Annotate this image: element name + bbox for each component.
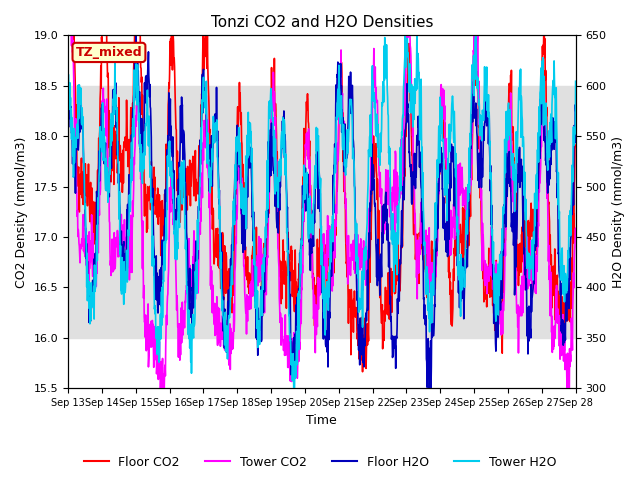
Bar xyxy=(68,86,575,338)
Legend: Floor CO2, Tower CO2, Floor H2O, Tower H2O: Floor CO2, Tower CO2, Floor H2O, Tower H… xyxy=(79,451,561,474)
Text: TZ_mixed: TZ_mixed xyxy=(76,46,142,59)
Y-axis label: H2O Density (mmol/m3): H2O Density (mmol/m3) xyxy=(612,136,625,288)
Title: Tonzi CO2 and H2O Densities: Tonzi CO2 and H2O Densities xyxy=(211,15,433,30)
X-axis label: Time: Time xyxy=(307,414,337,427)
Y-axis label: CO2 Density (mmol/m3): CO2 Density (mmol/m3) xyxy=(15,136,28,288)
